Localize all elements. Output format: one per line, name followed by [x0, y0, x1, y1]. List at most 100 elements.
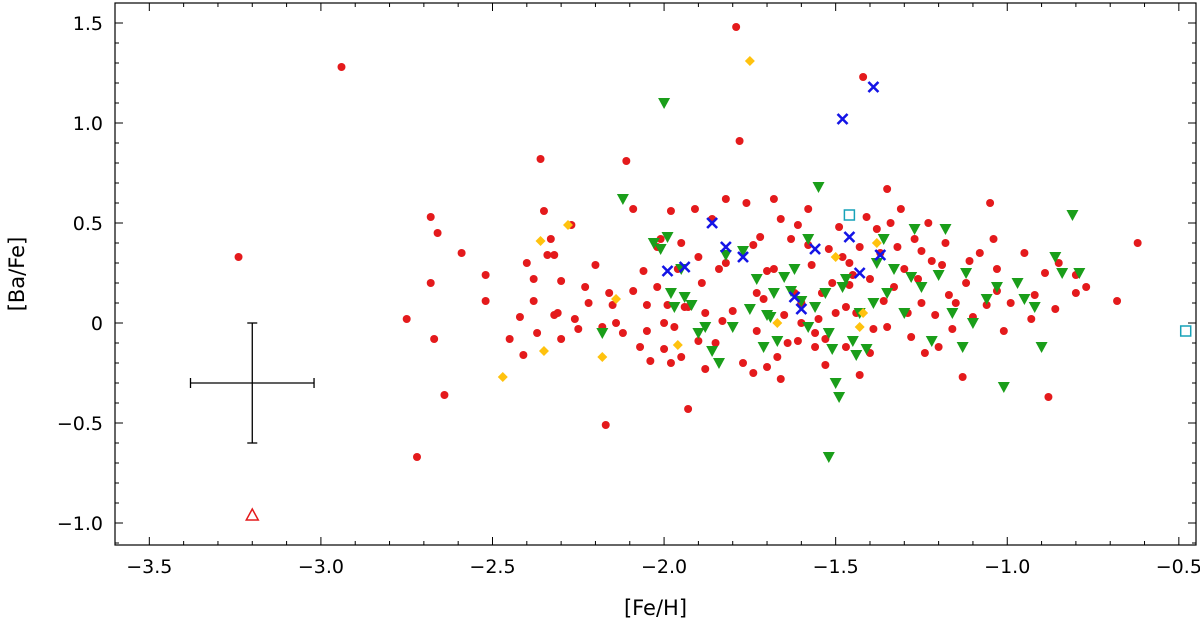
data-point-triangle-down [881, 288, 894, 299]
data-point-circle [605, 289, 614, 297]
data-point-circle [1071, 289, 1080, 297]
data-point-circle [721, 259, 730, 267]
data-point-triangle-down [956, 342, 969, 353]
data-point-circle [656, 235, 665, 243]
data-point-triangle-down [1011, 278, 1024, 289]
data-point-circle [1051, 305, 1060, 313]
data-point-triangle-down [1018, 294, 1031, 305]
data-point-circle [701, 365, 710, 373]
data-point-triangle-down [1066, 210, 1079, 221]
data-point-circle [811, 343, 820, 351]
data-point-circle [694, 253, 703, 261]
data-point-circle [962, 279, 971, 287]
data-point-circle [776, 375, 785, 383]
y-tick-label: 0.5 [73, 213, 103, 235]
data-point-circle [629, 205, 638, 213]
data-point-triangle-down [767, 288, 780, 299]
data-point-circle [975, 249, 984, 257]
data-point-circle [718, 317, 727, 325]
data-point-circle [402, 315, 411, 323]
data-point-circle [529, 275, 538, 283]
data-point-triangle-down [819, 288, 832, 299]
data-point-circle [924, 219, 933, 227]
data-point-open-square [1179, 325, 1192, 337]
data-point-circle [735, 137, 744, 145]
data-point-circle [992, 265, 1001, 273]
x-tick-labels: −3.5 −3.0 −2.5 −2.0 −1.5 −1.0 −0.5 [126, 556, 1200, 578]
data-point-circle [756, 233, 765, 241]
data-point-circle [797, 319, 806, 327]
data-point-triangle-down [826, 344, 839, 355]
data-point-circle [1082, 283, 1091, 291]
data-points [234, 23, 1192, 521]
data-point-cross [867, 81, 880, 93]
x-tick-label: −1.5 [813, 556, 859, 578]
data-point-diamond [871, 238, 882, 248]
data-point-triangle-down [757, 342, 770, 353]
data-point-triangle-down [778, 272, 791, 283]
data-point-circle [938, 261, 947, 269]
data-point-circle [1113, 297, 1122, 305]
data-point-circle [838, 253, 847, 261]
data-point-circle [855, 371, 864, 379]
data-point-circle [872, 225, 881, 233]
data-point-triangle-down [860, 344, 873, 355]
data-point-circle [793, 337, 802, 345]
data-point-circle [653, 283, 662, 291]
data-point-circle [666, 207, 675, 215]
data-point-triangle-down [870, 258, 883, 269]
data-point-circle [519, 351, 528, 359]
data-point-triangle-down [915, 282, 928, 293]
data-point-triangle-down [654, 244, 667, 255]
data-point-circle [835, 223, 844, 231]
data-point-circle [505, 335, 514, 343]
y-tick-label: 1.5 [73, 13, 103, 35]
data-point-circle [920, 349, 929, 357]
data-point-triangle-down [839, 274, 852, 285]
data-point-circle [697, 279, 706, 287]
data-point-circle [783, 339, 792, 347]
data-point-circle [481, 297, 490, 305]
data-point-circle [608, 301, 617, 309]
data-point-triangle-down [706, 346, 719, 357]
plot-frame [114, 2, 1197, 546]
data-point-triangle-down [1056, 268, 1069, 279]
data-point-circle [749, 241, 758, 249]
data-point-triangle-down [737, 246, 750, 257]
data-point-circle [831, 309, 840, 317]
data-point-circle [855, 243, 864, 251]
data-point-circle [958, 373, 967, 381]
data-point-circle [1027, 315, 1036, 323]
data-point-cross [874, 249, 887, 261]
x-tick-label: −2.5 [469, 556, 515, 578]
data-point-circle [557, 277, 566, 285]
data-point-circle [804, 205, 813, 213]
data-point-triangle-down [785, 286, 798, 297]
data-point-circle [869, 325, 878, 333]
data-point-triangle-down [678, 292, 691, 303]
data-point-circle [814, 315, 823, 323]
data-point-cross [788, 291, 801, 303]
data-point-circle [412, 453, 421, 461]
data-point-triangle-down [596, 328, 609, 339]
data-point-circle [721, 195, 730, 203]
data-point-circle [841, 303, 850, 311]
data-point-triangle-down [743, 304, 756, 315]
data-point-circle [769, 195, 778, 203]
data-point-cross [706, 217, 719, 229]
data-point-cross [843, 231, 856, 243]
data-point-triangle-down [1028, 302, 1041, 313]
data-point-circle [749, 369, 758, 377]
data-point-circle [522, 259, 531, 267]
data-point-triangle-down [647, 238, 660, 249]
data-point-open-square [843, 209, 856, 221]
data-point-circle [865, 275, 874, 283]
data-point-circle [780, 311, 789, 319]
data-point-circle [660, 319, 669, 327]
x-tick-label: −1.0 [984, 556, 1030, 578]
data-point-circle [739, 359, 748, 367]
data-point-circle [845, 259, 854, 267]
data-point-diamond [562, 220, 573, 230]
data-point-triangle-down [850, 350, 863, 361]
x-tick-label: −3.0 [298, 556, 344, 578]
